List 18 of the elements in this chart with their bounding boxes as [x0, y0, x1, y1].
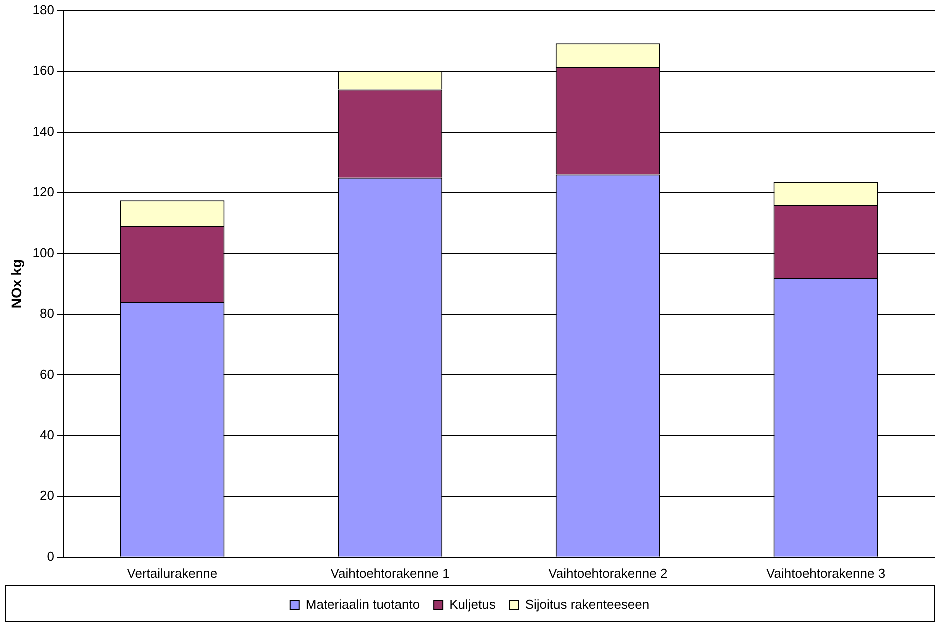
y-tick-label: 60	[40, 366, 54, 382]
y-axis-title: NOx kg	[8, 260, 24, 309]
x-tick-label: Vertailurakenne	[127, 566, 218, 581]
y-tick-label: 160	[32, 63, 54, 78]
legend-label: Sijoitus rakenteeseen	[525, 597, 650, 612]
x-tick-label: Vaihtoehtorakenne 2	[548, 566, 668, 581]
y-tick-label: 180	[32, 2, 54, 18]
x-tick-label: Vaihtoehtorakenne 1	[330, 566, 450, 581]
y-tick-label: 0	[47, 548, 54, 564]
legend-label: Kuljetus	[450, 597, 496, 612]
y-tick-label: 120	[32, 184, 54, 200]
y-tick-label: 100	[32, 245, 54, 260]
legend-label: Materiaalin tuotanto	[306, 597, 420, 612]
y-tick-label: 40	[40, 428, 54, 443]
x-tick-label: Vaihtoehtorakenne 3	[766, 566, 886, 581]
y-tick-label: 20	[40, 488, 54, 504]
y-tick-label: 80	[40, 306, 54, 322]
y-tick-label: 140	[32, 124, 54, 139]
